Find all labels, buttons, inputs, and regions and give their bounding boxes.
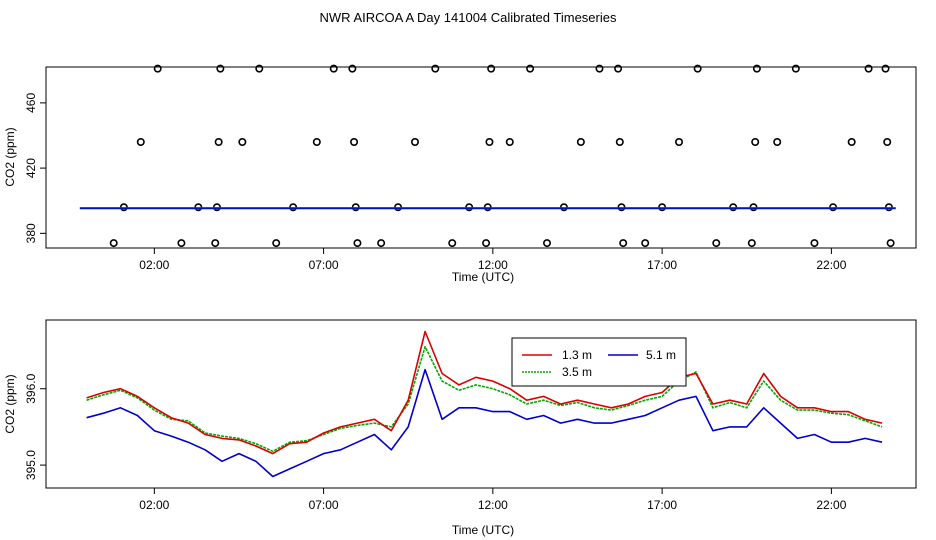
top-data-point: [505, 138, 514, 147]
top-data-point: [153, 64, 162, 73]
top-x-tick-label: 02:00: [139, 258, 169, 272]
top-data-point: [348, 64, 357, 73]
top-x-tick-label: 07:00: [309, 258, 339, 272]
top-data-point: [214, 138, 223, 147]
top-data-point: [864, 64, 873, 73]
top-x-tick-label: 17:00: [647, 258, 677, 272]
top-data-point: [353, 239, 362, 248]
bot-y-tick-label: 395.0: [24, 450, 38, 480]
bottom-series-5-1-m: [86, 368, 883, 478]
bot-x-tick-label: 02:00: [139, 498, 169, 512]
bottom-y-axis-label: CO2 (ppm): [3, 374, 17, 433]
top-y-tick-label: 380: [24, 223, 38, 243]
top-data-point: [595, 64, 604, 73]
top-data-point: [883, 138, 892, 147]
top-panel: 02:00 07:00 12:00 17:00 22:00 380 420 460 Time…: [3, 64, 917, 284]
bottom-series-3-5-m: [86, 345, 883, 453]
top-x-tick-label: 12:00: [478, 258, 508, 272]
top-data-point: [641, 239, 650, 248]
top-data-point: [482, 239, 491, 248]
top-data-point: [216, 64, 225, 73]
bot-x-tick-label: 12:00: [478, 498, 508, 512]
top-data-point: [886, 239, 895, 248]
bot-x-tick-label: 17:00: [647, 498, 677, 512]
legend-box: [511, 337, 687, 387]
top-data-point: [177, 239, 186, 248]
top-data-point: [377, 239, 386, 248]
top-data-point: [255, 64, 264, 73]
top-data-point: [847, 138, 856, 147]
top-data-point: [410, 138, 419, 147]
top-data-point: [211, 239, 220, 248]
bot-y-tick-label: 396.0: [24, 373, 38, 403]
top-data-point: [881, 64, 890, 73]
top-data-point: [615, 138, 624, 147]
top-data-point: [675, 138, 684, 147]
bottom-plot-frame: [45, 319, 917, 489]
top-data-point: [614, 64, 623, 73]
bot-x-tick-label: 07:00: [309, 498, 339, 512]
top-data-point: [791, 64, 800, 73]
bottom-x-axis-label: Time (UTC): [452, 523, 514, 537]
top-data-point: [526, 64, 535, 73]
bottom-series-1-3-m: [86, 330, 883, 455]
top-data-point: [136, 138, 145, 147]
top-data-point: [431, 64, 440, 73]
legend-label-3-5m: 3.5 m: [562, 365, 592, 379]
bot-x-tick-label: 22:00: [816, 498, 846, 512]
top-data-point: [751, 138, 760, 147]
top-y-tick-label: 420: [24, 158, 38, 178]
top-y-tick-label: 460: [24, 93, 38, 113]
top-data-point: [810, 239, 819, 248]
top-data-point: [329, 64, 338, 73]
top-data-point: [543, 239, 552, 248]
top-data-point: [485, 138, 494, 147]
top-data-point: [747, 239, 756, 248]
bottom-panel: 02:00 07:00 12:00 17:00 22:00 395.0 396.0 Tim…: [3, 319, 917, 537]
top-data-point: [712, 239, 721, 248]
chart-title: NWR AIRCOA A Day 141004 Calibrated Times…: [320, 10, 617, 25]
top-data-point: [272, 239, 281, 248]
top-data-point: [619, 239, 628, 248]
top-data-point: [576, 138, 585, 147]
top-data-point: [238, 138, 247, 147]
top-data-point: [448, 239, 457, 248]
top-x-axis-label: Time (UTC): [452, 270, 514, 284]
top-x-tick-label: 22:00: [816, 258, 846, 272]
top-data-point: [312, 138, 321, 147]
top-data-point: [350, 138, 359, 147]
legend-label-1-3m: 1.3 m: [562, 348, 592, 362]
top-data-point: [487, 64, 496, 73]
top-plot-frame: [45, 66, 917, 249]
top-y-axis-label: CO2 (ppm): [3, 127, 17, 186]
legend: 1.3 m 5.1 m 3.5 m: [511, 337, 687, 387]
top-data-point: [773, 138, 782, 147]
top-data-point: [109, 239, 118, 248]
legend-label-5-1m: 5.1 m: [646, 348, 676, 362]
top-data-point: [693, 64, 702, 73]
top-data-point: [752, 64, 761, 73]
